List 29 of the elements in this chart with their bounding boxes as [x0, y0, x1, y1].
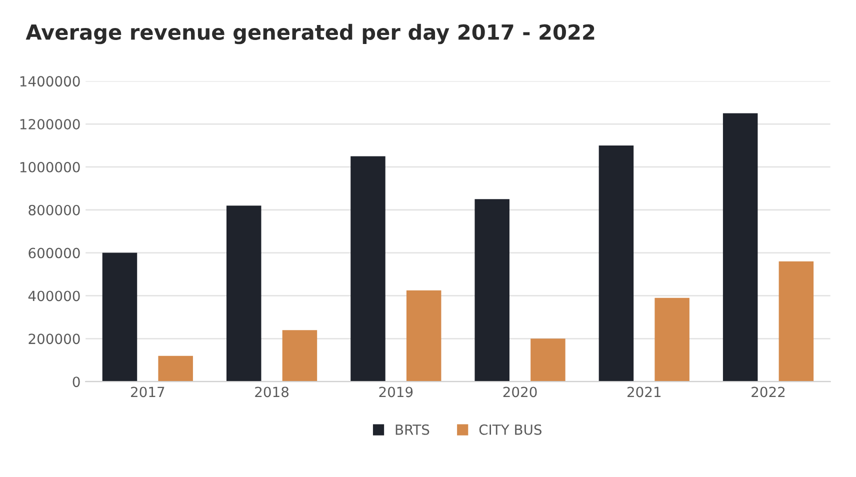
bar [102, 252, 138, 382]
x-tick-label: 2017 [131, 386, 164, 398]
y-tick-label: 200000 [28, 334, 80, 344]
bar [226, 206, 262, 382]
bar [406, 290, 442, 382]
y-tick-label: 600000 [28, 248, 80, 258]
bar [598, 145, 634, 382]
bar [530, 338, 566, 382]
legend-label: CITY BUS [479, 424, 542, 435]
bar [282, 330, 318, 382]
x-tick-label: 2018 [255, 386, 288, 398]
x-tick-label: 2022 [752, 386, 785, 398]
x-tick-label: 2021 [627, 386, 661, 398]
x-tick-label: 2019 [379, 386, 413, 398]
bar [778, 261, 814, 382]
bar [654, 298, 690, 382]
y-tick-label: 0 [72, 376, 80, 388]
chart-title: Average revenue generated per day 2017 - 2022 [26, 24, 594, 44]
bar [474, 199, 510, 382]
y-tick-label: 400000 [28, 290, 80, 302]
legend-label: BRTS [396, 424, 430, 435]
bar [350, 156, 386, 382]
y-tick-label: 1200000 [20, 118, 80, 130]
y-tick-label: 1400000 [20, 76, 80, 87]
y-tick-label: 1000000 [20, 162, 80, 172]
bar [722, 113, 758, 382]
x-tick-label: 2020 [503, 386, 537, 398]
bar [158, 356, 193, 382]
y-tick-label: 800000 [28, 204, 80, 216]
